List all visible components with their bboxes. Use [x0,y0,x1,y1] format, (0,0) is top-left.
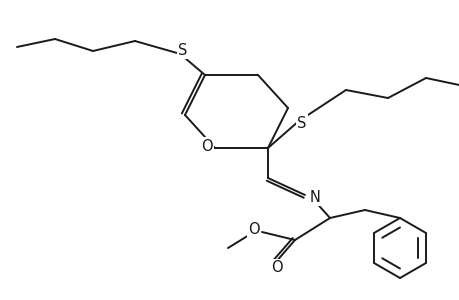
Text: O: O [271,260,282,275]
Text: S: S [297,116,306,130]
Text: N: N [309,190,320,205]
Text: S: S [178,43,187,58]
Text: O: O [248,223,259,238]
Text: O: O [201,139,213,154]
